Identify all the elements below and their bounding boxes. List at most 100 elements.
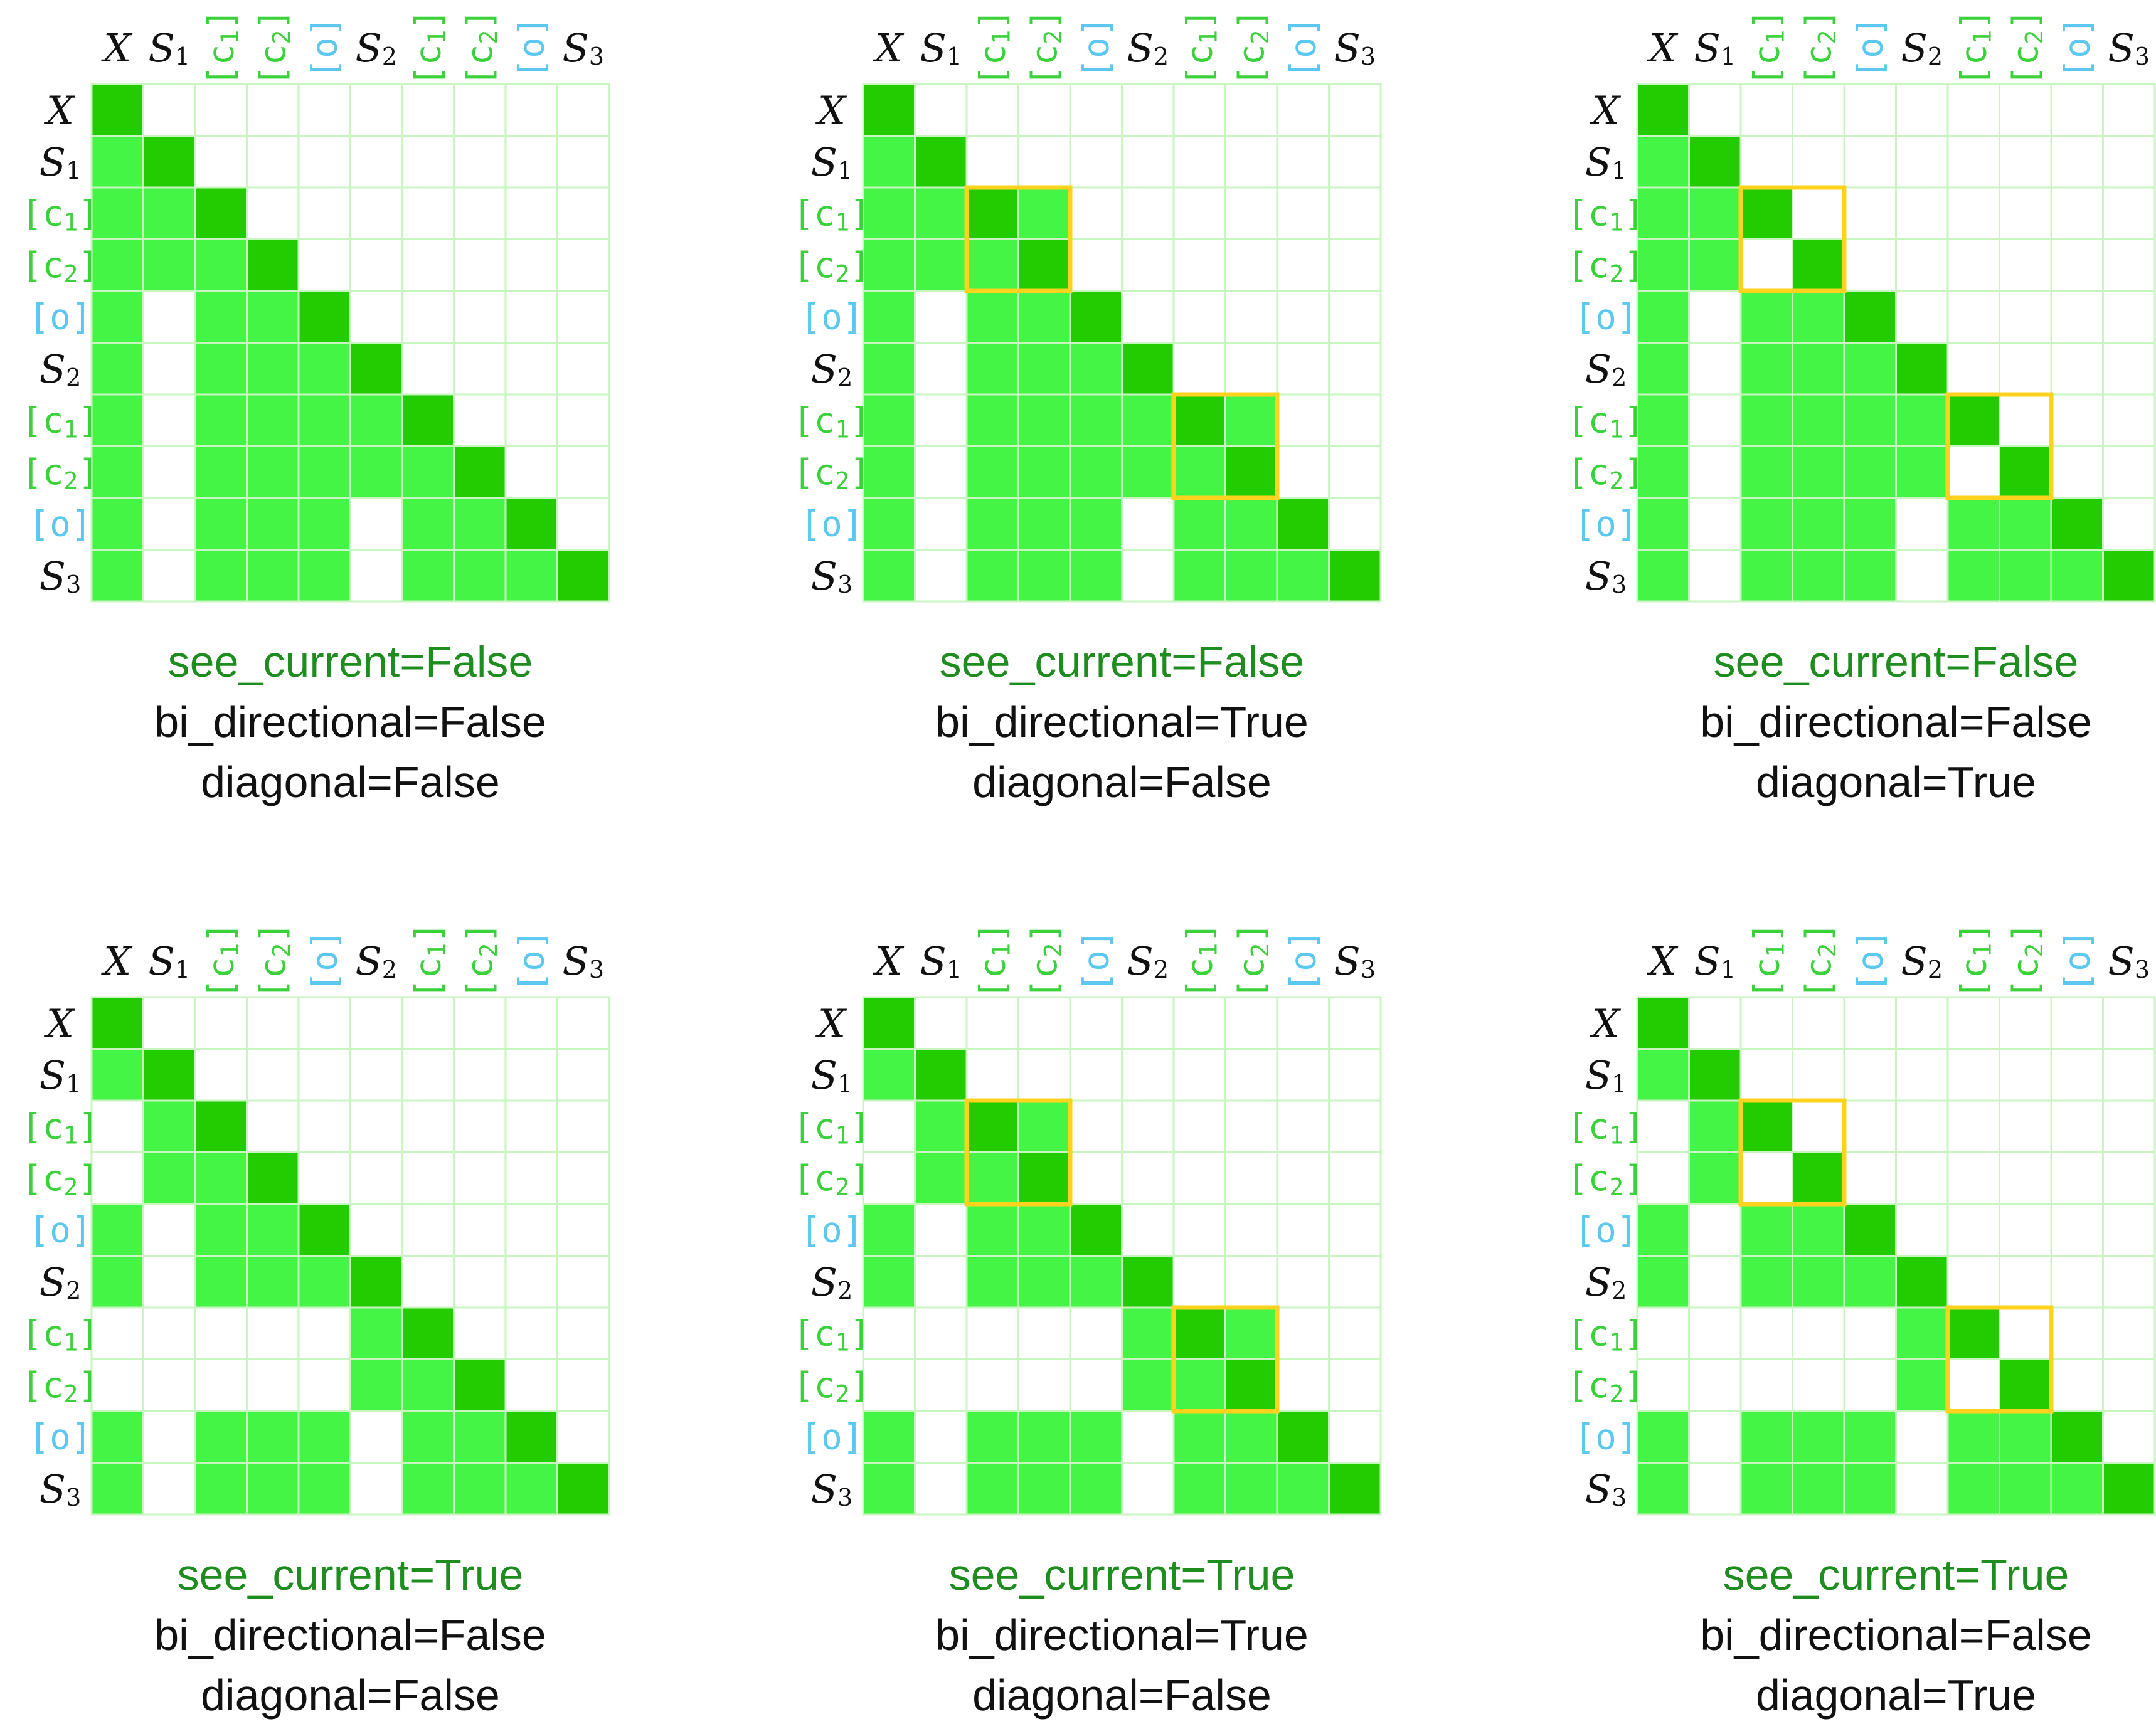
label-main: S bbox=[355, 25, 381, 71]
label-main: [o] bbox=[1574, 504, 1637, 544]
mask-cell-allowed bbox=[1224, 1462, 1278, 1516]
label-close-bracket: ] bbox=[1746, 922, 1787, 943]
column-label-1: S1 bbox=[1694, 25, 1736, 71]
mask-cell-blocked bbox=[2102, 1255, 2156, 1309]
mask-cell-allowed bbox=[1017, 186, 1071, 240]
mask-cell-allowed bbox=[1069, 1462, 1123, 1516]
mask-cell-allowed bbox=[1017, 393, 1071, 447]
mask-cell-blocked bbox=[246, 1306, 300, 1360]
mask-cell-blocked bbox=[914, 445, 968, 499]
see-current-caption: see_current=False bbox=[1714, 637, 2079, 686]
label-main: [c bbox=[793, 193, 835, 234]
label-subscript: 2 bbox=[835, 260, 849, 288]
mask-cell-blocked bbox=[297, 186, 351, 240]
label-main: [c bbox=[252, 45, 293, 87]
mask-cell-allowed bbox=[1121, 393, 1175, 447]
label-close-bracket: ] bbox=[252, 922, 293, 943]
column-label-4: [o] bbox=[1850, 929, 1891, 992]
label-subscript: 2 bbox=[1609, 1173, 1623, 1201]
mask-cell-blocked bbox=[453, 342, 507, 396]
label-main: [o] bbox=[800, 504, 863, 544]
row-label-1: S1 bbox=[811, 1052, 853, 1097]
mask-cell-diagonal bbox=[349, 342, 403, 396]
mask-cell-blocked bbox=[401, 290, 455, 344]
mask-cell-allowed bbox=[1792, 393, 1845, 447]
mask-cell-allowed bbox=[1069, 393, 1123, 447]
mask-cell-blocked bbox=[2102, 1099, 2156, 1153]
mask-cell-blocked bbox=[246, 1099, 300, 1153]
mask-panel-5: XS1[c1][c2][o]S2[c1][c2][o]S3X S1 [c1][c2]… bbox=[793, 922, 1382, 1720]
label-subscript: 1 bbox=[63, 1121, 78, 1149]
mask-cell-blocked bbox=[142, 1306, 196, 1360]
mask-cell-blocked bbox=[297, 1151, 351, 1205]
mask-cell-blocked bbox=[142, 445, 196, 499]
mask-cell-blocked bbox=[2102, 290, 2156, 344]
mask-cell-blocked bbox=[2050, 83, 2104, 137]
mask-cell-allowed bbox=[1739, 549, 1793, 603]
mask-cell-allowed bbox=[1688, 186, 1742, 240]
mask-cell-blocked bbox=[504, 238, 558, 292]
row-label-3: [c2] bbox=[1567, 1158, 1645, 1201]
mask-cell-blocked bbox=[453, 1306, 507, 1360]
label-main: [c bbox=[1179, 958, 1220, 1000]
column-label-4: [o] bbox=[304, 929, 345, 992]
column-label-4: [o] bbox=[1076, 16, 1117, 79]
mask-cell-diagonal bbox=[297, 290, 351, 344]
mask-cell-blocked bbox=[1276, 1151, 1330, 1205]
mask-cell-blocked bbox=[556, 1203, 610, 1257]
mask-cell-blocked bbox=[504, 135, 558, 189]
label-main: X bbox=[1647, 938, 1679, 984]
label-close-bracket: ] bbox=[849, 1158, 871, 1198]
mask-cell-blocked bbox=[862, 1358, 916, 1412]
mask-cell-blocked bbox=[1069, 238, 1123, 292]
label-main: [c bbox=[21, 400, 63, 441]
mask-cell-allowed bbox=[1017, 1462, 1071, 1516]
mask-cell-blocked bbox=[453, 1099, 507, 1153]
mask-cell-allowed bbox=[1688, 1099, 1742, 1153]
mask-cell-blocked bbox=[2102, 996, 2156, 1050]
mask-cell-diagonal bbox=[1224, 1358, 1278, 1412]
label-subscript: 1 bbox=[1612, 1070, 1627, 1097]
mask-cell-blocked bbox=[2050, 1203, 2104, 1257]
mask-cell-blocked bbox=[453, 135, 507, 189]
mask-cell-blocked bbox=[142, 1203, 196, 1257]
mask-cell-diagonal bbox=[194, 1099, 248, 1153]
mask-cell-blocked bbox=[1328, 1306, 1382, 1360]
row-label-5: S2 bbox=[1585, 346, 1627, 391]
label-main: [c bbox=[21, 193, 63, 234]
mask-cell-blocked bbox=[297, 1099, 351, 1153]
mask-cell-blocked bbox=[142, 342, 196, 396]
mask-cell-allowed bbox=[1739, 290, 1793, 344]
mask-cell-blocked bbox=[914, 83, 968, 137]
column-label-1: S1 bbox=[148, 938, 190, 984]
mask-cell-blocked bbox=[965, 83, 1019, 137]
mask-cell-blocked bbox=[556, 497, 610, 551]
mask-cell-blocked bbox=[1121, 497, 1175, 551]
mask-cell-allowed bbox=[914, 186, 968, 240]
column-label-2: [c1] bbox=[201, 9, 244, 87]
label-main: [c bbox=[1179, 45, 1220, 87]
column-label-5: S2 bbox=[1901, 25, 1943, 71]
label-main: S bbox=[1334, 938, 1360, 984]
label-main: [o] bbox=[1076, 16, 1117, 79]
label-main: X bbox=[815, 1000, 847, 1046]
column-label-1: S1 bbox=[920, 25, 962, 71]
mask-cell-blocked bbox=[142, 549, 196, 603]
mask-cell-blocked bbox=[2102, 445, 2156, 499]
mask-cell-blocked bbox=[1276, 290, 1330, 344]
mask-cell-blocked bbox=[1121, 549, 1175, 603]
column-label-9: S3 bbox=[1334, 25, 1376, 71]
row-label-2: [c1] bbox=[1567, 193, 1645, 236]
mask-cell-blocked bbox=[556, 1255, 610, 1309]
row-label-2: [c1] bbox=[1567, 1106, 1645, 1150]
mask-cell-blocked bbox=[349, 290, 403, 344]
row-label-5: S2 bbox=[40, 346, 82, 391]
mask-cell-blocked bbox=[349, 1048, 403, 1102]
mask-cell-blocked bbox=[1792, 1358, 1845, 1412]
mask-cell-blocked bbox=[1224, 83, 1278, 137]
mask-cell-blocked bbox=[914, 342, 968, 396]
mask-cell-diagonal bbox=[1895, 1255, 1949, 1309]
label-main: [c bbox=[972, 958, 1013, 1000]
bi-directional-caption: bi_directional=False bbox=[1700, 697, 2092, 746]
mask-cell-allowed bbox=[246, 1203, 300, 1257]
